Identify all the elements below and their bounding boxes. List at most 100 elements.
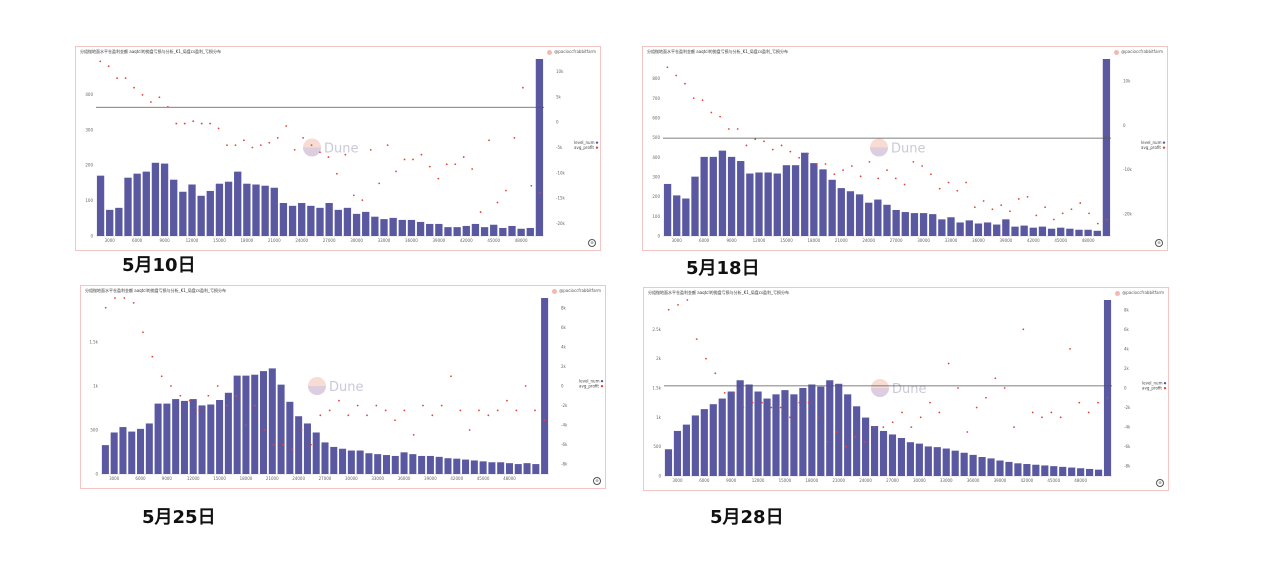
bar	[969, 454, 977, 476]
x-tick-label: 33000	[940, 478, 953, 483]
bar	[418, 455, 426, 474]
x-tick-label: 6000	[699, 478, 710, 483]
y-right-tick-label: 8k	[561, 305, 567, 310]
y-left-tick-label: 200	[652, 194, 660, 199]
data-point	[1017, 198, 1020, 200]
legend-label: level_num	[1142, 380, 1163, 385]
x-tick-label: 36000	[405, 238, 418, 243]
x-tick-label: 30000	[917, 238, 930, 243]
expand-icon[interactable]: ⊕	[1156, 479, 1164, 487]
data-point	[1031, 411, 1034, 414]
data-point	[1026, 195, 1029, 198]
chart-panel-2: 分组抛地面水平仓盈利金额 aaqtcl的抛盘亏损与分析_K1_局盘cs盈利_亏损…	[642, 46, 1168, 251]
expand-icon[interactable]: ⊕	[1155, 239, 1163, 247]
data-point	[754, 138, 757, 141]
chart-title: 分组抛地面水平仓盈利金额 aaqtcl的抛盘亏损与分析_K1_局盘cs盈利_亏损…	[80, 49, 222, 54]
bar	[435, 456, 443, 474]
bar	[746, 173, 754, 236]
bar	[435, 223, 443, 236]
expand-icon[interactable]: ⊕	[593, 477, 601, 485]
y-right-tick-label: -8k	[1124, 464, 1131, 469]
legend-marker-icon	[600, 379, 604, 383]
legend-label: avg_profit	[1141, 145, 1161, 150]
bar	[682, 424, 690, 476]
data-point	[710, 111, 713, 114]
data-point	[244, 424, 247, 427]
data-point	[956, 189, 959, 192]
bar	[224, 181, 233, 236]
bar	[1094, 469, 1103, 476]
bar	[133, 173, 141, 236]
chart-svg: 0 100 200 300 400 500 600 700 800 -20k -10k 0 10k 300…	[652, 59, 1166, 243]
bar	[198, 405, 206, 474]
bar	[471, 223, 480, 236]
y-left-tick-label: 400	[85, 92, 93, 97]
bar	[763, 398, 771, 476]
data-point	[886, 169, 888, 172]
x-tick-label: 24000	[292, 476, 305, 481]
x-tick-label: 42000	[450, 476, 463, 481]
y-right-tick-label: -15k	[556, 196, 566, 201]
data-point	[468, 429, 471, 431]
data-point	[132, 301, 135, 304]
data-point	[386, 144, 389, 147]
data-point	[919, 416, 922, 419]
y-right-tick-label: 10k	[1123, 79, 1131, 84]
bar	[480, 227, 489, 236]
data-point	[282, 443, 284, 446]
data-point	[684, 82, 686, 85]
bar	[517, 228, 525, 236]
bar	[470, 460, 478, 474]
data-point	[1003, 387, 1006, 389]
bar	[700, 156, 708, 236]
x-tick-label: 33000	[378, 238, 391, 243]
x-tick-label: 18000	[240, 476, 253, 481]
y-left-tick-label: 700	[652, 96, 660, 101]
credit-text: @pacioccfrabbitfarm	[559, 288, 601, 293]
chart-svg: 0 500 1k 1.5k -8k -6k -4k -2k 0 2k 4k 6k 8k 3000 6000 9…	[89, 297, 604, 481]
data-point	[912, 161, 915, 163]
y-left-tick-label: 1.5k	[652, 386, 661, 391]
bar	[910, 213, 919, 236]
date-label: 5月18日	[686, 258, 760, 279]
data-point	[366, 414, 368, 417]
bar	[382, 455, 391, 474]
x-tick-label: 45000	[1047, 478, 1060, 483]
data-point	[850, 165, 853, 167]
x-tick-label: 18000	[240, 238, 253, 243]
data-point	[667, 308, 670, 311]
data-point	[479, 211, 482, 213]
data-point	[259, 144, 262, 147]
chart-svg: 0 500 1k 1.5k 2k 2.5k -8k -6k -4k -2k 0 2k 4k 6k 8k 300…	[652, 299, 1167, 483]
watermark-text: Dune	[891, 142, 926, 157]
bar	[535, 59, 544, 236]
data-point	[431, 414, 434, 417]
data-point	[198, 409, 200, 412]
bar	[754, 391, 762, 476]
data-point	[338, 399, 340, 402]
data-point	[701, 99, 704, 102]
data-point	[534, 409, 536, 412]
bar	[154, 403, 162, 474]
data-point	[356, 404, 359, 407]
legend-marker-icon	[1163, 386, 1167, 390]
bar	[505, 463, 513, 474]
data-point	[666, 66, 669, 69]
data-point	[300, 429, 303, 431]
data-point	[1041, 416, 1043, 419]
bar	[718, 398, 726, 476]
expand-icon[interactable]: ⊕	[588, 239, 596, 247]
data-point	[675, 74, 678, 77]
bar	[773, 173, 781, 236]
data-point	[1061, 212, 1064, 215]
bar	[947, 217, 955, 236]
bar	[691, 176, 699, 236]
data-point	[422, 404, 424, 407]
data-point	[921, 165, 924, 167]
data-point	[170, 385, 172, 387]
data-point	[235, 394, 238, 397]
bar	[996, 460, 1004, 476]
data-point	[524, 385, 527, 387]
bar	[727, 156, 736, 236]
bar	[371, 216, 379, 236]
